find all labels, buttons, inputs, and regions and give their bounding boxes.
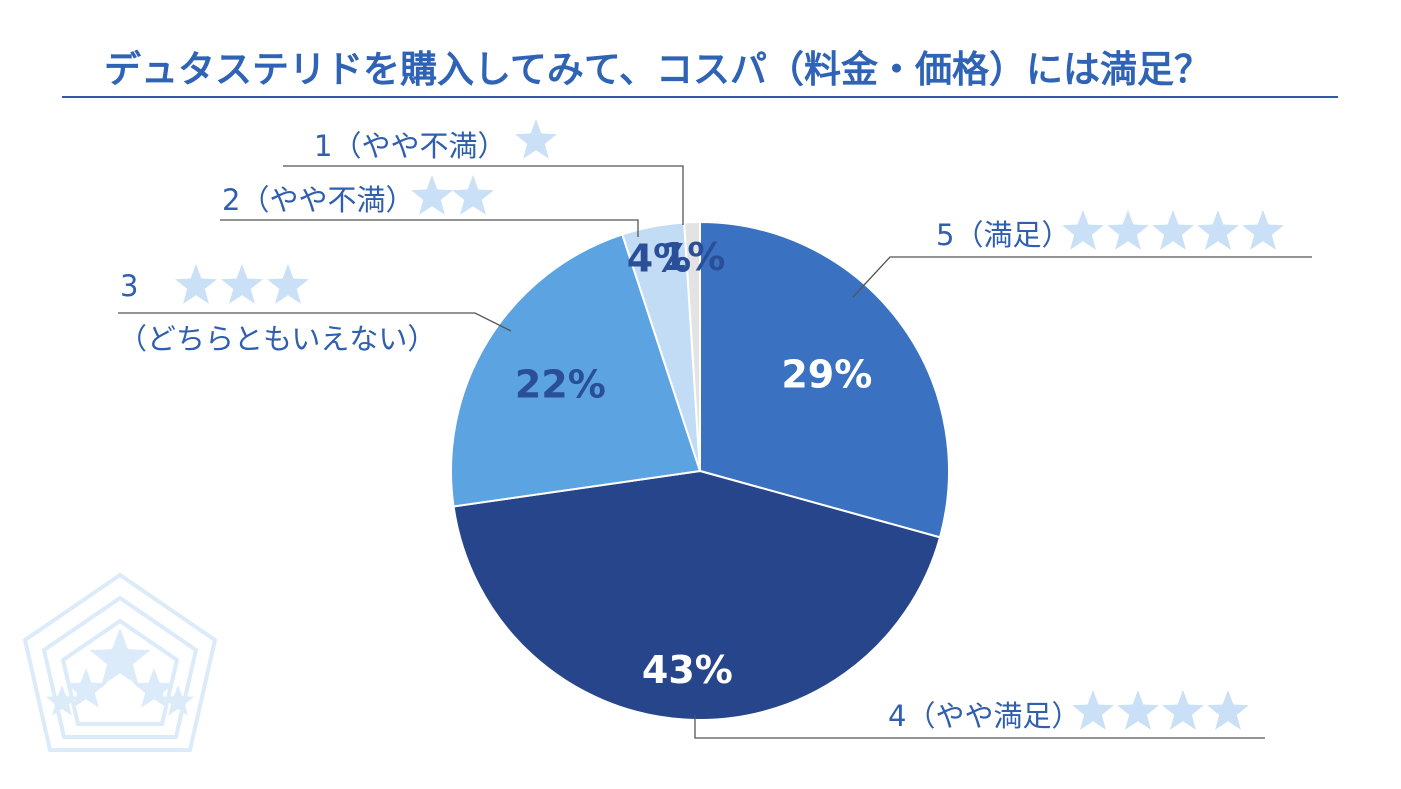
pie-slice-4 [452, 469, 942, 721]
percent-labels: 29% 43% 22% 4%1% [515, 235, 872, 692]
star-icon [1072, 690, 1114, 730]
leader-line-5 [852, 256, 1312, 298]
star-icon [161, 685, 195, 716]
star-icon [1197, 210, 1239, 250]
star-icon [133, 668, 175, 708]
pie-slice-3 [450, 233, 702, 508]
star-icon [267, 264, 309, 304]
legend-label-3-subtitle: （どちらともいえない） [118, 322, 436, 356]
star-icon [1107, 210, 1149, 250]
legend-label-3: 3 [120, 269, 138, 303]
star-icon [1117, 690, 1159, 730]
pie [450, 220, 950, 721]
star-icon [175, 264, 217, 304]
legend-label-4: 4（やや満足） [888, 699, 1080, 733]
star-icon [1152, 210, 1194, 250]
star-icon [1162, 690, 1204, 730]
star-icon [89, 628, 151, 686]
star-icon [411, 175, 453, 215]
legend-label-2: 2（やや不満） [222, 183, 414, 217]
star-icon [515, 119, 557, 159]
leader-line-4 [694, 715, 1265, 739]
chart-title: デュタステリドを購入してみて、コスパ（料金・価格）には満足？ [104, 48, 1211, 91]
star-icon [65, 668, 107, 708]
star-icon [1207, 690, 1249, 730]
legend-star-ratings [175, 119, 1284, 730]
pie-slice-1 [683, 220, 701, 472]
star-icon [1242, 210, 1284, 250]
star-icon [45, 685, 79, 716]
percent-label-4: 43% [642, 648, 733, 692]
leader-lines [118, 165, 1312, 739]
leader-line-3 [118, 312, 512, 332]
percent-label-1: 1% [661, 235, 726, 279]
pie-slice-5 [699, 220, 950, 539]
star-icon [1062, 210, 1104, 250]
leader-line-1 [283, 165, 684, 225]
percent-label-5: 29% [781, 352, 872, 396]
percent-label-3: 22% [515, 362, 606, 406]
legend-label-5: 5（満足） [936, 218, 1070, 252]
pentagon-star-emblem [22, 572, 218, 752]
star-icon [221, 264, 263, 304]
star-icon [452, 175, 494, 215]
legend-label-1: 1（やや不満） [314, 129, 506, 163]
leader-line-2 [220, 219, 639, 237]
percent-label-2: 4% [627, 236, 692, 280]
emblem-star-icons [45, 628, 195, 716]
